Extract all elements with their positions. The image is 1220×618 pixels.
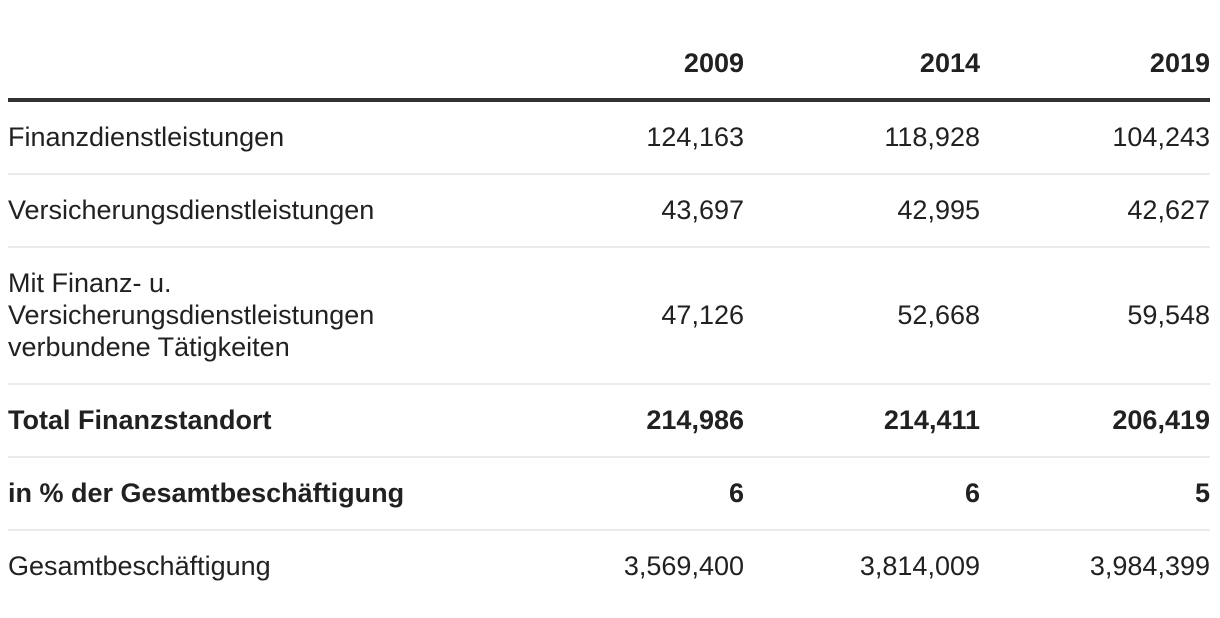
- header-label-cell: [8, 26, 510, 102]
- table-row-total-finanzstandort: Total Finanzstandort 214,986 214,411 206…: [8, 384, 1210, 458]
- header-year-2014: 2014: [744, 26, 980, 102]
- table-header: 2009 2014 2019: [8, 26, 1210, 102]
- finance-employment-table: 2009 2014 2019 Finanzdienstleistungen 12…: [8, 26, 1210, 602]
- value-2019: 5: [980, 457, 1210, 531]
- value-2009: 124,163: [510, 100, 744, 175]
- value-2019: 104,243: [980, 100, 1210, 175]
- table-row-gesamtbeschaeftigung: Gesamtbeschäftigung 3,569,400 3,814,009 …: [8, 530, 1210, 602]
- value-2019: 3,984,399: [1089, 551, 1210, 581]
- value-2009: 47,126: [510, 247, 744, 385]
- header-year-2019: 2019: [980, 26, 1210, 102]
- table-row-verbundene-taetigkeiten: Mit Finanz- u. Versicherungsdienstleistu…: [8, 247, 1210, 385]
- row-label: Versicherungsdienstleistungen: [8, 174, 510, 248]
- table-row-finanzdienstleistungen: Finanzdienstleistungen 124,163 118,928 1…: [8, 100, 1210, 175]
- table-row-versicherungsdienstleistungen: Versicherungsdienstleistungen 43,697 42,…: [8, 174, 1210, 248]
- value-2014: 3,814,009: [859, 551, 980, 581]
- value-2009: 214,986: [510, 384, 744, 458]
- value-2014: 52,668: [744, 247, 980, 385]
- value-2009: 43,697: [510, 174, 744, 248]
- row-label: Finanzdienstleistungen: [8, 100, 510, 175]
- row-label: Gesamtbeschäftigung: [8, 551, 271, 581]
- value-2019: 42,627: [980, 174, 1210, 248]
- value-2009: 3,569,400: [623, 551, 744, 581]
- value-2014: 118,928: [744, 100, 980, 175]
- row-label: in % der Gesamtbeschäftigung: [8, 457, 510, 531]
- header-year-2009: 2009: [510, 26, 744, 102]
- value-2014: 214,411: [744, 384, 980, 458]
- row-label: Total Finanzstandort: [8, 384, 510, 458]
- table-body: Finanzdienstleistungen 124,163 118,928 1…: [8, 100, 1210, 602]
- value-2009: 6: [510, 457, 744, 531]
- row-label: Mit Finanz- u. Versicherungsdienstleistu…: [8, 247, 510, 385]
- value-2019: 59,548: [980, 247, 1210, 385]
- header-row: 2009 2014 2019: [8, 26, 1210, 102]
- table-row-prozent-gesamtbeschaeftigung: in % der Gesamtbeschäftigung 6 6 5: [8, 457, 1210, 531]
- value-2014: 42,995: [744, 174, 980, 248]
- value-2014: 6: [744, 457, 980, 531]
- value-2019: 206,419: [980, 384, 1210, 458]
